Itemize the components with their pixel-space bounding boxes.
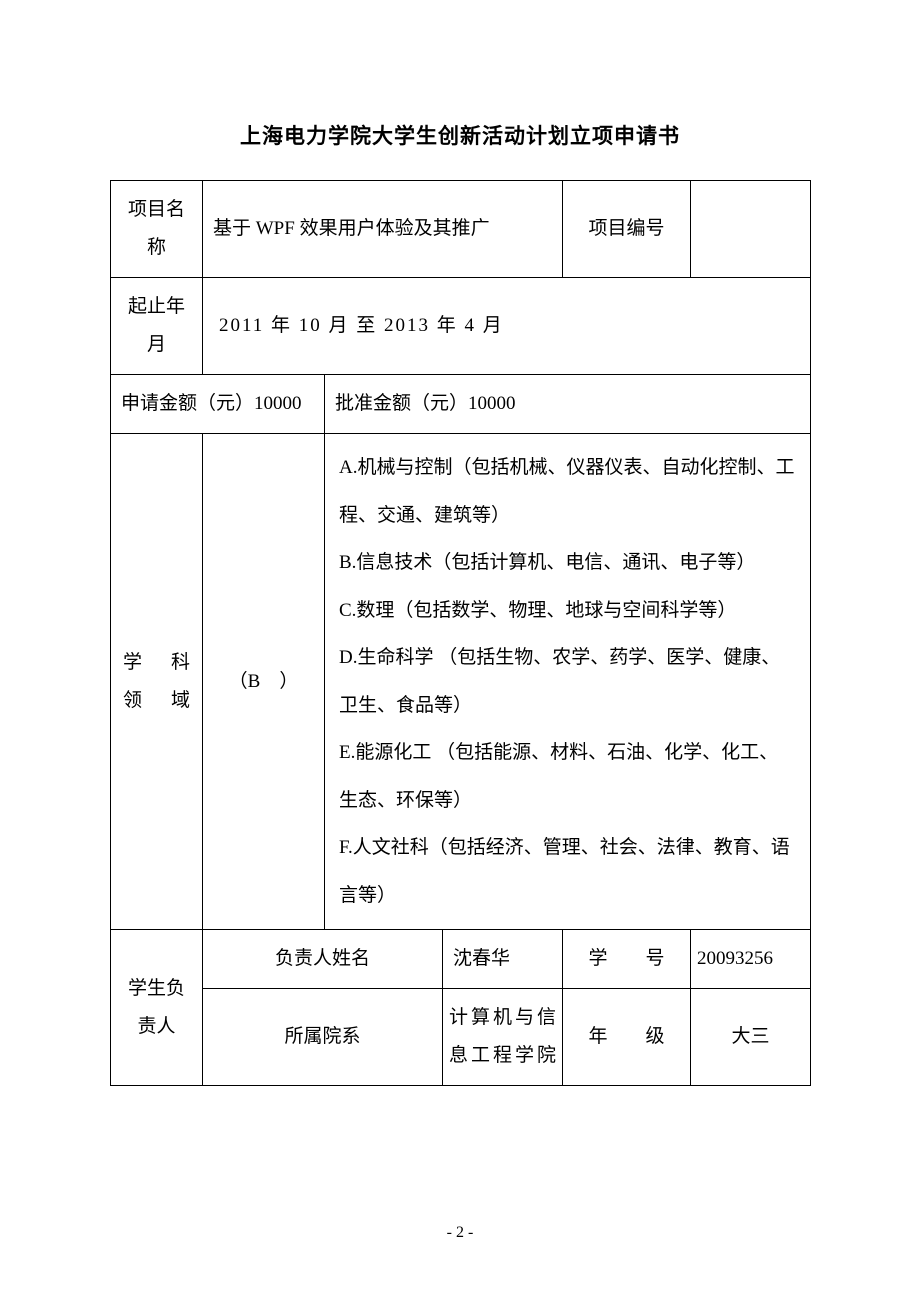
project-name-value: 基于 WPF 效果用户体验及其推广: [203, 181, 563, 278]
project-code-label: 项目编号: [563, 181, 691, 278]
project-code-value: [691, 181, 811, 278]
domain-selected: （B ）: [203, 434, 325, 930]
application-table: 项目名称 基于 WPF 效果用户体验及其推广 项目编号 起止年月 2011 年 …: [110, 180, 811, 1086]
leader-dept-value: 计算机与信息工程学院: [443, 989, 563, 1086]
page-title: 上海电力学院大学生创新活动计划立项申请书: [110, 120, 810, 150]
date-label: 起止年月: [111, 278, 203, 375]
leader-dept-label: 所属院系: [203, 989, 443, 1086]
date-value: 2011 年 10 月 至 2013 年 4 月: [203, 278, 811, 375]
leader-id-label: 学 号: [563, 930, 691, 989]
apply-amount: 申请金额（元）10000: [111, 375, 325, 434]
page-number: - 2 -: [0, 1224, 920, 1242]
approve-amount: 批准金额（元）10000: [325, 375, 811, 434]
leader-grade-label: 年 级: [563, 989, 691, 1086]
leader-section-label: 学生负责人: [111, 930, 203, 1086]
leader-name-value: 沈春华: [443, 930, 563, 989]
leader-name-label: 负责人姓名: [203, 930, 443, 989]
domain-label: 学 科领 域: [111, 434, 203, 930]
leader-id-value: 20093256: [691, 930, 811, 989]
domain-list: A.机械与控制（包括机械、仪器仪表、自动化控制、工程、交通、建筑等） B.信息技…: [325, 434, 811, 930]
leader-grade-value: 大三: [691, 989, 811, 1086]
project-name-label: 项目名称: [111, 181, 203, 278]
